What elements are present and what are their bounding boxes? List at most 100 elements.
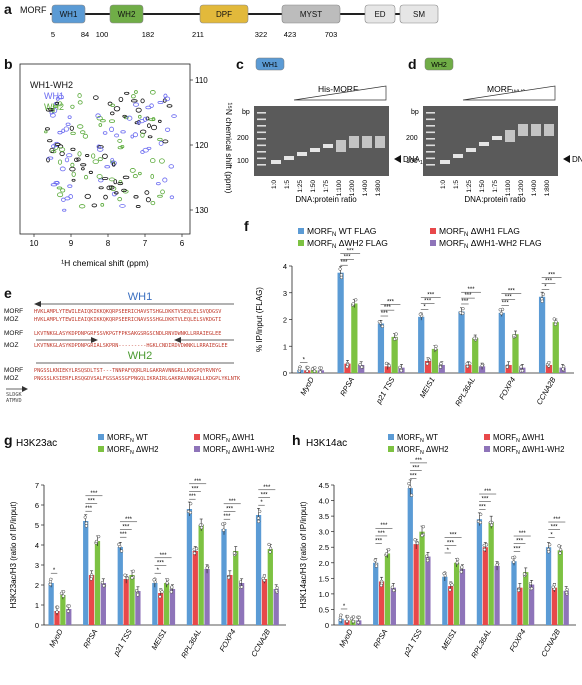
nmr-legend-item: WH1 (44, 91, 64, 101)
gel-d-ladder-band (426, 118, 435, 121)
y-tick-label: 3.0 (319, 528, 329, 537)
row2-arrowhead-right (174, 337, 181, 343)
nmr-peak (59, 166, 66, 172)
domain-position: 211 (192, 30, 204, 39)
data-point (338, 615, 343, 620)
bar (384, 553, 391, 625)
y-tick-label: 4 (283, 262, 287, 271)
gel-d-marker-label: 200 (406, 135, 418, 142)
nmr-peak (85, 154, 90, 157)
legend-label: MORFN WT (107, 433, 148, 444)
seq-name: MOZ (4, 375, 19, 382)
nmr-xtick-label: 6 (180, 239, 185, 248)
legend-label: MORFN ΔWH2 (107, 445, 158, 456)
nmr-xtick-label: 8 (106, 239, 111, 248)
bar (54, 611, 60, 625)
legend-label: MORFN WT (397, 433, 438, 444)
data-point (221, 528, 226, 532)
gel-d-lane-label: 1:100 (505, 180, 512, 197)
nmr-peak (150, 90, 156, 95)
data-point (256, 516, 261, 520)
nmr-peak (67, 184, 73, 188)
data-point (346, 614, 350, 619)
chart-g: H3K23ac MORFN WT MORFN ΔWH1 MORFN ΔWH2 MORFN… (9, 433, 286, 660)
sig-stars: *** (545, 278, 553, 284)
sig-stars: *** (447, 540, 455, 546)
bar (517, 587, 523, 625)
data-point (117, 542, 121, 547)
domain-label-wh2: WH2 (118, 10, 136, 19)
nmr-peak (168, 164, 175, 169)
nmr-peak (77, 124, 84, 129)
bar (221, 529, 227, 625)
panel-label-b: b (4, 56, 13, 72)
nmr-peak (157, 194, 163, 198)
nmr-peak (91, 203, 98, 208)
gel-d-lane-label: 1:200 (518, 180, 525, 197)
nmr-peak (148, 118, 156, 122)
seq-row: LKVTNKGLASYKDPDNPGRFSSVKPGTFPKSAKGSRGSCN… (34, 331, 222, 337)
seq-name: MORF (4, 330, 24, 337)
data-point (48, 582, 52, 587)
data-point (547, 361, 551, 365)
legend-label: MORFN ΔWH1-WH2 (203, 445, 274, 456)
nmr-peak (150, 158, 156, 164)
data-point (339, 275, 344, 280)
nmr-peak (140, 98, 145, 104)
nmr-peak (110, 103, 115, 107)
nmr-peak (146, 146, 152, 150)
bar (129, 575, 135, 625)
nmr-peak (92, 159, 99, 165)
bar (448, 586, 454, 625)
bar (431, 348, 439, 373)
nmr-peak (162, 177, 168, 183)
nmr-peak (113, 179, 117, 185)
data-point (354, 298, 358, 302)
seq-tail: ATMVD (6, 398, 22, 404)
y-tick-label: 0 (35, 621, 39, 630)
nmr-peak (102, 153, 108, 159)
nmr-frame (19, 63, 191, 235)
y-tick-label: 1 (283, 342, 287, 351)
gel-c-lane-band (297, 152, 307, 156)
gel-c-lane-label: 1:800 (375, 180, 382, 197)
data-point (97, 534, 101, 539)
bar (344, 363, 351, 373)
nmr-peak (108, 119, 116, 123)
bar (425, 556, 431, 625)
nmr-peak (114, 133, 120, 138)
legend-label: MORFN ΔWH1-WH2 (493, 445, 564, 456)
category-label: FOXP4 (218, 628, 238, 654)
data-point (482, 547, 487, 552)
sig-stars: * (423, 304, 426, 310)
domain-diagram: WH1 WH2 DPF MYST ED SM 5 84 100 182 211 322 423 703 (50, 4, 439, 39)
nmr-peak (117, 181, 124, 186)
data-point (100, 580, 105, 585)
legend-label: MORFN ΔWH1-WH2 FLAG (439, 238, 542, 250)
seq-row: PNGSSLKSIERFLRSQGDVSALFGSSASSGFPNGQLIKRA… (34, 376, 241, 382)
bar (459, 569, 466, 625)
gel-c-lane-label: 1:200 (349, 180, 356, 197)
bar (337, 272, 344, 373)
sig-stars: *** (375, 539, 383, 545)
nmr-peak (117, 138, 123, 143)
nmr-peak (135, 107, 142, 113)
sig-stars: *** (347, 248, 355, 254)
nmr-peak (96, 116, 103, 121)
bar (488, 522, 494, 625)
nmr-peak (112, 162, 116, 167)
sig-stars: *** (261, 493, 269, 499)
data-point (160, 590, 164, 594)
gel-c-bp-label: bp (242, 109, 250, 116)
nmr-peak (77, 93, 82, 99)
data-point (357, 615, 361, 620)
gel-c-lane-label: 1:5 (284, 180, 291, 189)
nmr-peak (157, 137, 163, 142)
sig-stars: *** (88, 499, 96, 505)
bar (48, 583, 54, 625)
nmr-peak (155, 182, 161, 186)
data-point (268, 546, 273, 551)
data-point (565, 587, 569, 592)
data-point (558, 548, 563, 552)
data-point (360, 365, 364, 369)
